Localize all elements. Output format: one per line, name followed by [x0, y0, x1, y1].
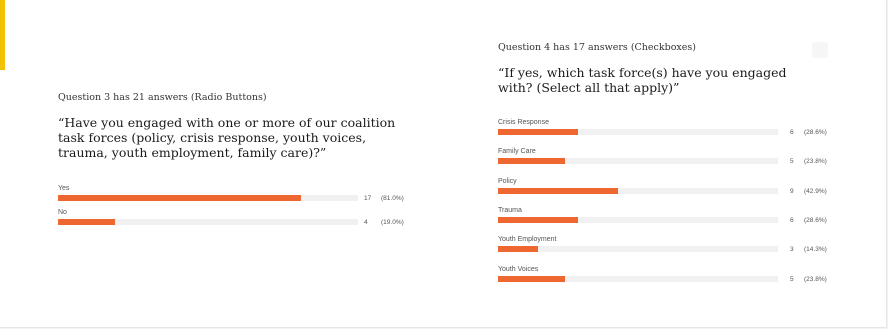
bar-track	[498, 275, 778, 282]
bar-count-label: 6	[790, 216, 794, 224]
bar	[58, 195, 301, 201]
bar-percent-label: (81.0%)	[381, 195, 404, 202]
bar	[498, 216, 578, 223]
question-4-panel: Question 4 has 17 answers (Checkboxes) “…	[498, 42, 828, 283]
bar	[498, 129, 578, 135]
bar	[498, 158, 565, 165]
bar-track	[498, 129, 778, 135]
bar	[498, 275, 565, 282]
bar-count-label: 5	[790, 275, 794, 283]
bar-label: Policy	[498, 177, 517, 185]
question-3-text: “Have you engaged with one or more of ou…	[58, 115, 396, 160]
bar-row: Trauma 6 (28.6%)	[498, 207, 828, 231]
bar-row: No 4 (19.0%)	[58, 209, 418, 233]
bar-percent-label: (28.6%)	[804, 216, 827, 224]
bar-label: Family Care	[498, 148, 536, 156]
bar	[498, 246, 538, 253]
bar-row: Crisis Response 6 (28.6%)	[498, 119, 828, 143]
panel-corner-mark	[812, 42, 828, 58]
bar-label: Youth Employment	[498, 236, 557, 244]
bar-percent-label: (28.6%)	[804, 129, 827, 136]
bar-count-label: 4	[364, 219, 368, 226]
bar-percent-label: (42.9%)	[804, 187, 827, 195]
bar-label: Youth Voices	[498, 265, 539, 273]
bar-percent-label: (23.8%)	[804, 275, 827, 283]
bar-label: Yes	[58, 185, 70, 192]
bar-percent-label: (14.3%)	[804, 246, 827, 254]
bar	[58, 219, 116, 225]
accent-strip	[0, 0, 5, 70]
question-4-meta: Question 4 has 17 answers (Checkboxes)	[498, 42, 696, 53]
bar-track	[498, 158, 778, 165]
bar-label: No	[58, 209, 67, 216]
bar-row: Youth Employment 3 (14.3%)	[498, 236, 828, 260]
bar-percent-label: (23.8%)	[804, 158, 827, 166]
bar-row: Youth Voices 5 (23.8%)	[498, 266, 828, 290]
bar-percent-label: (19.0%)	[381, 219, 404, 226]
question-4-text: “If yes, which task force(s) have you en…	[498, 65, 787, 95]
bar-track	[498, 187, 778, 194]
question-3-panel: Question 3 has 21 answers (Radio Buttons…	[58, 92, 418, 226]
bar-label: Trauma	[498, 206, 522, 214]
bar-track	[498, 246, 778, 253]
bar-row: Yes 17 (81.0%)	[58, 185, 418, 209]
question-3-meta: Question 3 has 21 answers (Radio Buttons…	[58, 92, 267, 103]
bar-track	[498, 216, 778, 223]
bar-row: Policy 9 (42.9%)	[498, 178, 828, 202]
bar	[498, 187, 618, 194]
bar-row: Family Care 5 (23.8%)	[498, 148, 828, 172]
bar-count-label: 17	[364, 195, 372, 202]
bar-track	[58, 219, 358, 225]
bar-count-label: 9	[790, 187, 794, 195]
bar-count-label: 6	[790, 129, 794, 136]
bar-label: Crisis Response	[498, 119, 549, 126]
bar-track	[58, 195, 358, 201]
bar-count-label: 5	[790, 158, 794, 166]
bar-count-label: 3	[790, 246, 794, 254]
